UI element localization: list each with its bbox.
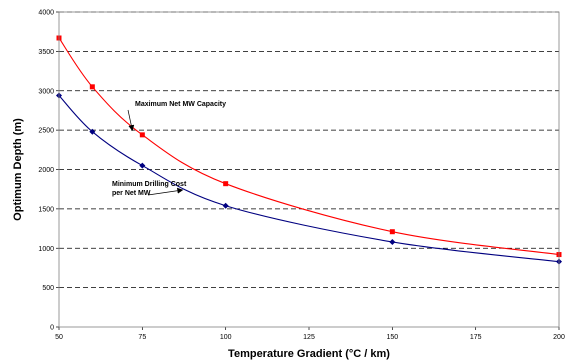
x-tick-label: 50 [55,334,63,341]
y-tick-label: 500 [42,285,54,292]
series-layer [56,35,562,265]
data-point [389,229,395,235]
annotations: Maximum Net MW Capacity Minimum Drilling … [112,101,226,197]
y-tick-label: 3000 [38,88,54,95]
x-tick-label: 150 [386,334,398,341]
data-point [139,132,145,138]
x-tick-label: 75 [138,334,146,341]
y-axis-title: Optimum Depth (m) [12,118,24,221]
y-tick-label: 3500 [38,49,54,56]
data-point [389,238,396,245]
plot-area-frame [58,11,560,328]
x-axis-title: Temperature Gradient (°C / km) [228,348,390,360]
annotation-text: Minimum Drilling Cost [112,181,187,188]
x-tick-label: 175 [470,334,482,341]
y-tick-label: 1500 [38,206,54,213]
y-tick-label: 4000 [38,10,54,17]
y-axis-ticks: 0 500 1000 1500 2000 2500 3000 3500 4000 [38,10,59,332]
annotation-text: per Net MW [112,190,151,197]
y-tick-label: 2500 [38,128,54,135]
y-tick-label: 0 [50,325,54,332]
annotation-1: Minimum Drilling Cost per Net MW [112,181,187,197]
y-tick-label: 2000 [38,167,54,174]
series-line-1 [58,95,560,263]
series-1 [56,92,562,265]
x-tick-label: 100 [220,334,232,341]
data-point [89,128,96,135]
annotation-0: Maximum Net MW Capacity [127,101,226,132]
x-tick-label: 125 [303,334,315,341]
y-tick-label: 1000 [38,246,54,253]
annotation-arrow [147,187,184,196]
data-point [89,84,95,90]
data-point [139,162,146,169]
series-line-0 [58,37,560,256]
annotation-text: Maximum Net MW Capacity [135,101,226,108]
data-point [223,181,229,187]
data-point [222,202,229,209]
series-0 [56,35,562,258]
x-axis-ticks: 50 75 100 125 150 175 200 [55,327,565,341]
x-tick-label: 200 [553,334,565,341]
grid-lines [59,11,559,288]
annotation-arrow [127,109,135,132]
